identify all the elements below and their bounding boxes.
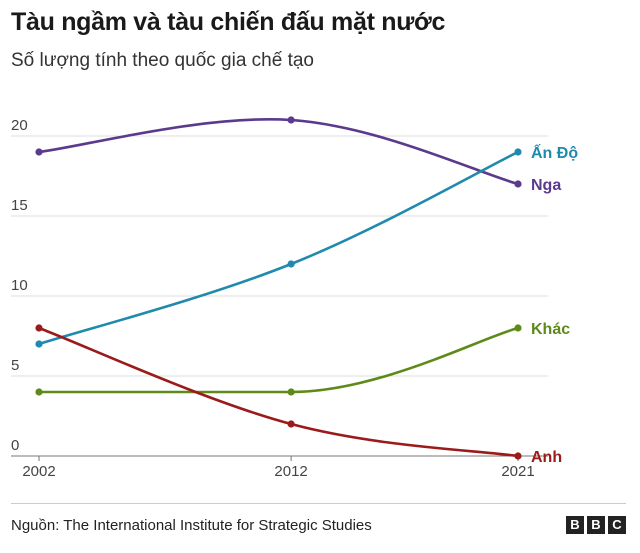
series-line-0 bbox=[37, 118, 520, 186]
data-point-3-1 bbox=[287, 420, 295, 428]
y-tick-label: 5 bbox=[11, 357, 19, 374]
data-point-3-2 bbox=[514, 452, 522, 460]
footer-divider bbox=[11, 503, 626, 504]
series-label: Anh bbox=[531, 449, 562, 466]
data-point-3-0 bbox=[35, 324, 43, 332]
y-tick-label: 0 bbox=[11, 437, 19, 454]
series-label: Khác bbox=[531, 321, 570, 338]
bbc-logo-letter-2: B bbox=[587, 516, 605, 534]
data-point-1-2 bbox=[514, 148, 522, 156]
bbc-logo-letter-3: C bbox=[608, 516, 626, 534]
chart-subtitle: Số lượng tính theo quốc gia chế tạo bbox=[11, 50, 314, 71]
x-tick-label: 2002 bbox=[22, 463, 55, 480]
x-tick-label: 2021 bbox=[501, 463, 534, 480]
data-point-0-0 bbox=[35, 148, 43, 156]
y-tick-label: 20 bbox=[11, 117, 28, 134]
series-line-1 bbox=[37, 150, 520, 346]
data-point-1-1 bbox=[287, 260, 295, 268]
source-note: Nguồn: The International Institute for S… bbox=[11, 517, 372, 534]
series-label: Ấn Độ bbox=[531, 143, 578, 162]
x-tick-label: 2012 bbox=[274, 463, 307, 480]
y-tick-label: 15 bbox=[11, 197, 28, 214]
data-point-0-1 bbox=[287, 116, 295, 124]
data-point-2-1 bbox=[287, 388, 295, 396]
chart-title: Tàu ngầm và tàu chiến đấu mặt nước bbox=[11, 8, 446, 36]
data-point-2-0 bbox=[35, 388, 43, 396]
series-line-2 bbox=[37, 326, 520, 394]
data-point-0-2 bbox=[514, 180, 522, 188]
y-tick-label: 10 bbox=[11, 277, 28, 294]
bbc-logo-letter-1: B bbox=[566, 516, 584, 534]
data-point-1-0 bbox=[35, 340, 43, 348]
bbc-logo: B B C bbox=[566, 516, 626, 534]
series-label: Nga bbox=[531, 177, 561, 194]
data-point-2-2 bbox=[514, 324, 522, 332]
